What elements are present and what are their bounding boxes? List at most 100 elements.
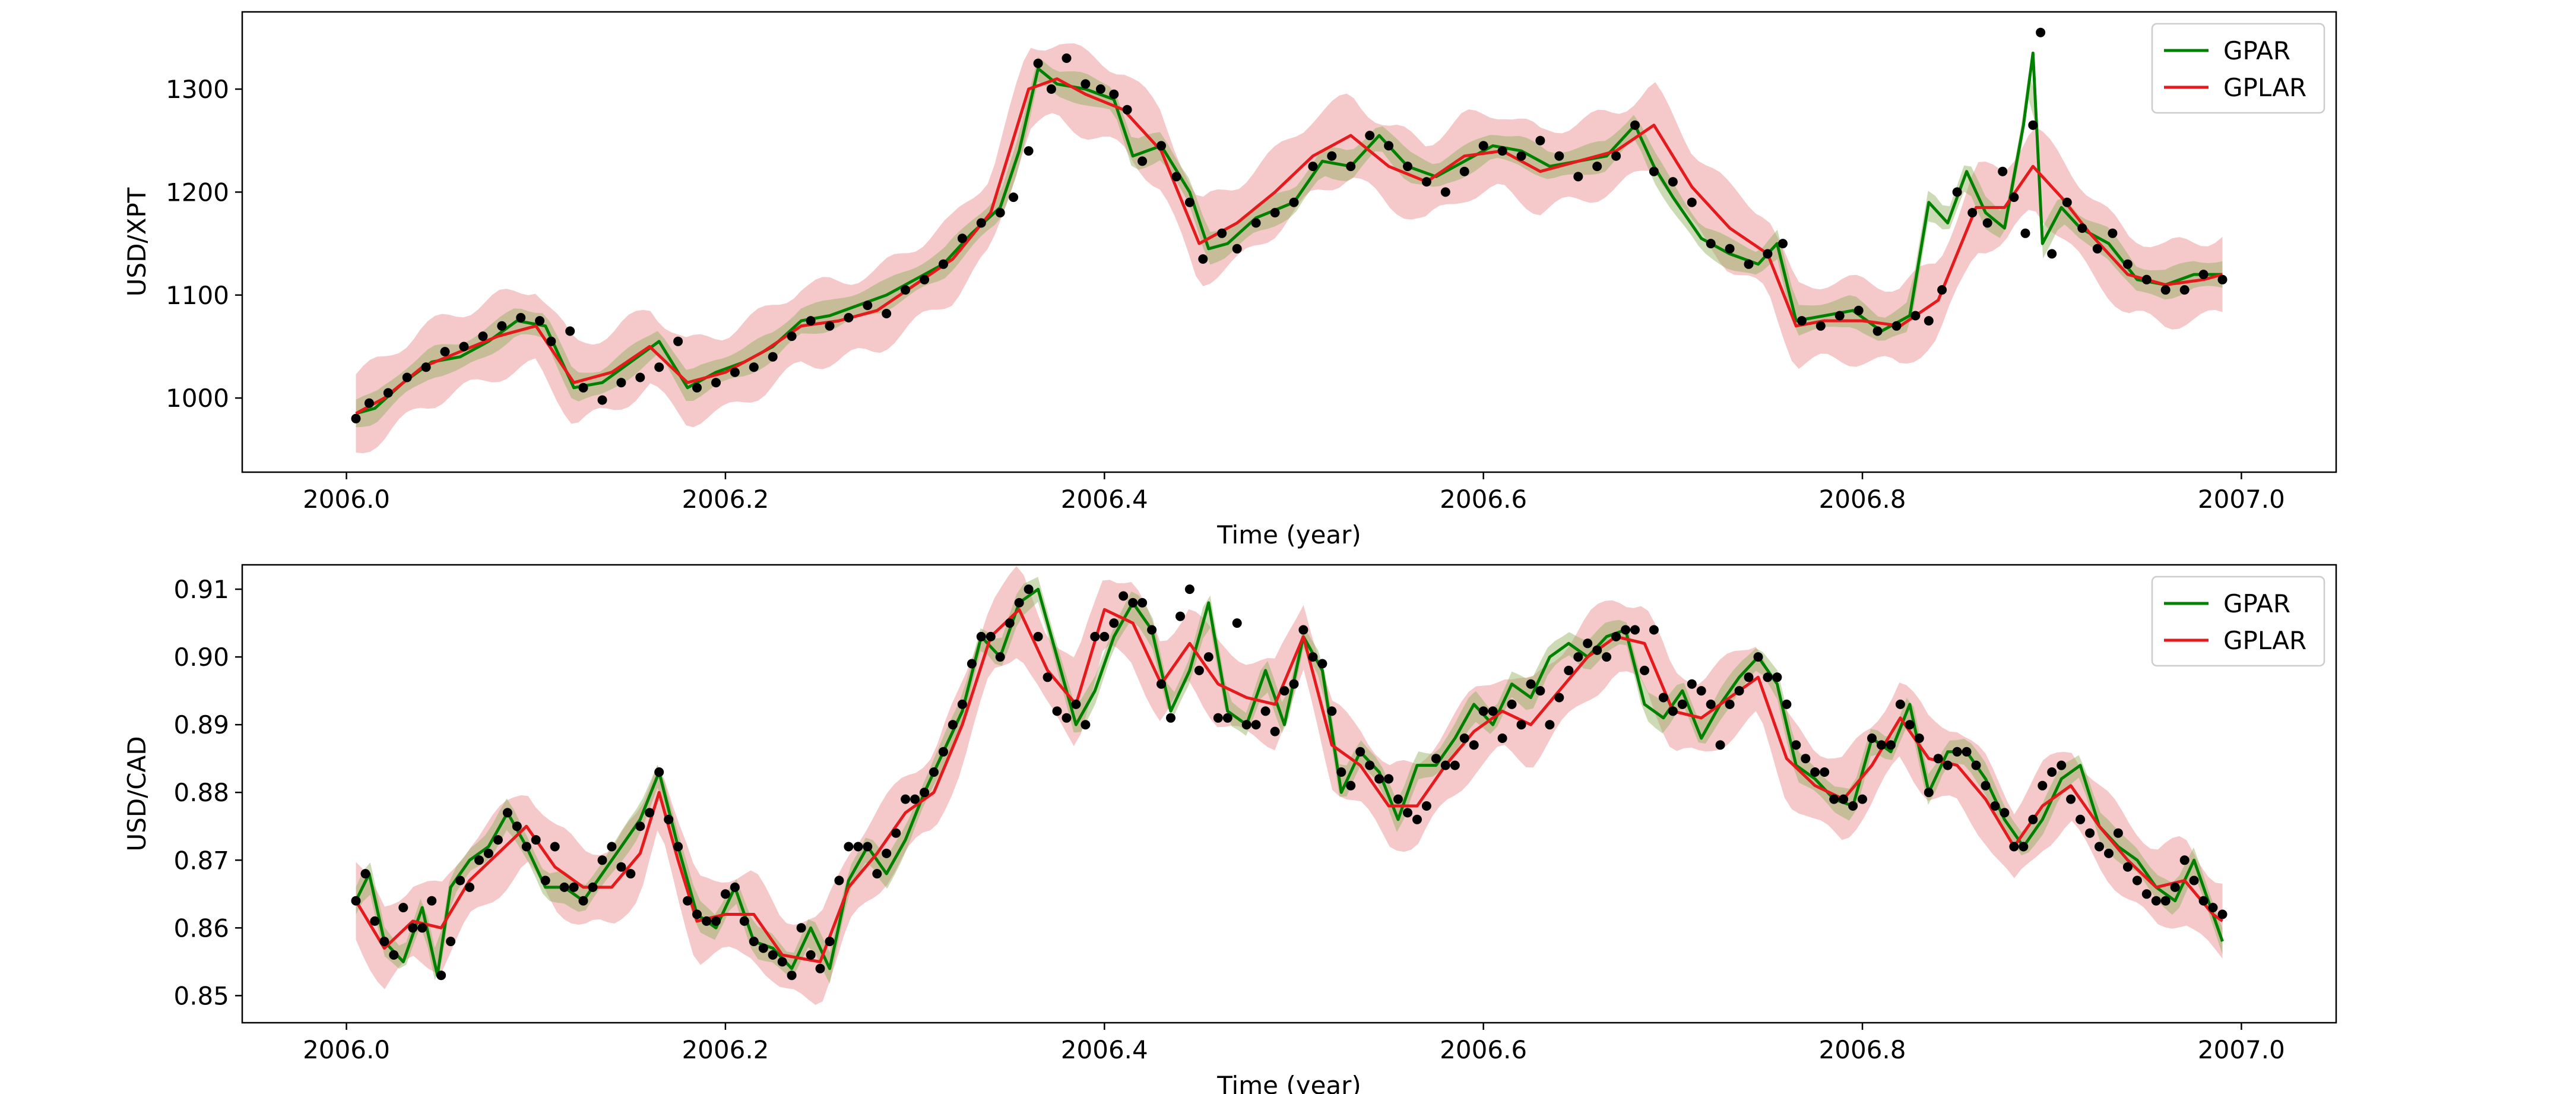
observation-point (1715, 740, 1725, 750)
observation-point (1573, 652, 1583, 662)
observation-point (654, 767, 664, 777)
observation-point (2019, 842, 2029, 852)
x-tick-label: 2006.0 (303, 1035, 390, 1064)
observation-point (1621, 625, 1631, 635)
observation-point (1184, 584, 1194, 595)
observation-point (578, 896, 588, 906)
observation-point (683, 896, 693, 906)
observation-point (2085, 828, 2095, 838)
observation-point (2057, 760, 2067, 770)
y-tick-label: 1000 (166, 384, 229, 413)
y-tick-label: 0.90 (173, 643, 229, 672)
observation-point (474, 855, 484, 865)
observation-point (1100, 631, 1110, 641)
y-tick-label: 1100 (166, 281, 229, 310)
observation-point (673, 842, 683, 852)
observation-point (2000, 808, 2010, 818)
observation-point (995, 208, 1005, 218)
observation-point (1982, 218, 1992, 228)
observation-point (1744, 672, 1754, 682)
observation-point (1905, 720, 1915, 730)
observation-point (1554, 693, 1564, 703)
x-tick-label: 2007.0 (2198, 1035, 2285, 1064)
gpar-line (354, 587, 2224, 977)
observation-point (1421, 177, 1431, 187)
observation-point (1071, 699, 1081, 709)
observation-point (863, 842, 873, 852)
observation-point (1630, 120, 1640, 130)
observation-point (2066, 794, 2076, 804)
observation-point (1734, 686, 1744, 696)
observation-point (1772, 672, 1782, 682)
legend-label: GPAR (2223, 589, 2290, 618)
observation-point (1024, 146, 1034, 156)
observation-point (844, 312, 854, 322)
observation-point (1706, 239, 1716, 249)
observation-point (1384, 141, 1394, 151)
observation-point (976, 631, 986, 641)
observation-point (1251, 720, 1261, 730)
observation-point (1393, 794, 1403, 804)
observation-point (1459, 166, 1469, 176)
observation-point (1459, 733, 1469, 743)
observation-point (402, 372, 412, 382)
observation-point (1943, 760, 1953, 770)
observation-point (1014, 597, 1024, 608)
cad-panel: 2006.0 2006.2 2006.4 2006.6 2006.8 2007.0 0.85… (122, 564, 2337, 1094)
observation-point (939, 747, 948, 757)
gplar-confidence-band (356, 566, 2223, 1005)
observation-point (1090, 631, 1100, 641)
observation-point (1488, 706, 1498, 716)
observation-point (1910, 311, 1921, 321)
observation-point (389, 950, 399, 960)
observation-point (1232, 618, 1242, 628)
observation-point (1778, 239, 1788, 249)
observation-point (1095, 84, 1105, 94)
observation-point (1839, 794, 1849, 804)
observation-point (1109, 89, 1119, 99)
observation-point (787, 331, 797, 342)
x-tick-label: 2006.6 (1440, 1035, 1527, 1064)
observation-point (626, 869, 636, 879)
observation-point (1834, 311, 1845, 321)
observation-point (2038, 780, 2048, 791)
legend: GPAR GPLAR (2151, 576, 2325, 667)
observation-point (2028, 814, 2038, 824)
observation-point (863, 301, 873, 311)
observation-point (910, 794, 920, 804)
observation-point (1990, 801, 2000, 811)
observation-point (1658, 693, 1668, 703)
observation-point (1725, 699, 1735, 709)
observation-point (1412, 814, 1422, 824)
observation-point (1630, 625, 1640, 635)
observation-point (1706, 699, 1716, 709)
observation-point (1872, 326, 1883, 336)
x-tick-label: 2006.8 (1819, 1035, 1906, 1064)
observation-point (1535, 135, 1545, 146)
y-tick-label: 0.85 (173, 981, 229, 1010)
observation-point (421, 362, 431, 372)
observation-point (1384, 774, 1394, 784)
legend: GPAR GPLAR (2151, 23, 2325, 114)
observation-point (787, 970, 797, 981)
observation-point (2198, 270, 2209, 280)
observation-point (2170, 882, 2180, 892)
observation-point (844, 842, 854, 852)
observation-point (2179, 285, 2190, 295)
observation-point (1668, 706, 1678, 716)
observation-point (398, 903, 408, 913)
observation-point (1829, 794, 1839, 804)
x-axis-label: Time (year) (1216, 520, 1361, 549)
observation-point (749, 937, 759, 947)
observation-point (1431, 754, 1441, 764)
y-tick-label: 0.86 (173, 913, 229, 943)
observation-point (1886, 740, 1896, 750)
observation-point (1848, 801, 1858, 811)
x-tick-label: 2006.4 (1061, 1035, 1148, 1064)
observation-point (408, 923, 418, 933)
observation-point (1403, 162, 1412, 172)
y-tick-label: 1300 (166, 75, 229, 104)
observation-point (1194, 665, 1204, 675)
observation-point (364, 398, 374, 408)
